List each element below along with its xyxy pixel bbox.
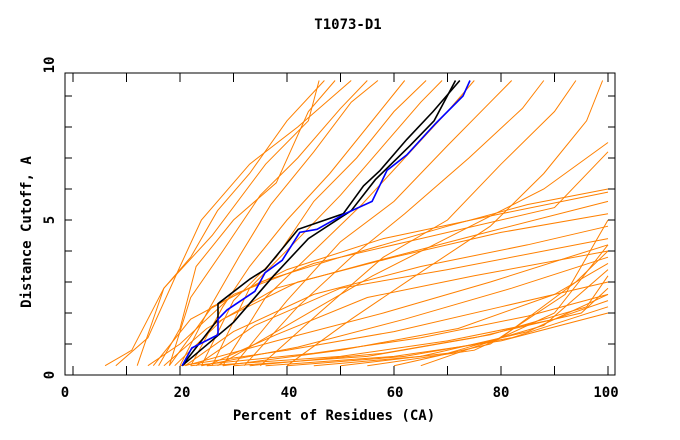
model-line	[201, 256, 609, 367]
x-axis-label: Percent of Residues (CA)	[233, 408, 435, 424]
highlight-black-line	[181, 79, 461, 367]
model-line	[168, 191, 609, 366]
model-line	[190, 80, 406, 366]
model-line	[174, 213, 609, 367]
model-line	[115, 80, 352, 367]
model-line	[286, 80, 604, 367]
model-line	[179, 80, 379, 366]
axis-ticks	[65, 73, 615, 376]
model-line	[104, 80, 320, 367]
model-line	[147, 151, 609, 367]
model-line	[249, 275, 609, 367]
y-tick-label: 5	[42, 216, 58, 224]
model-line	[420, 250, 609, 367]
model-line	[340, 269, 609, 367]
y-tick-label: 10	[42, 57, 58, 74]
y-tick-label: 0	[42, 371, 58, 379]
model-line	[259, 80, 577, 367]
model-line	[200, 80, 427, 366]
y-axis-label: Distance Cutoff, A	[19, 156, 35, 308]
model-line	[367, 244, 609, 367]
model-line	[217, 142, 609, 367]
model-line	[206, 300, 609, 367]
model-line	[179, 281, 609, 367]
model-line	[185, 244, 609, 367]
x-tick-label: 100	[593, 385, 618, 401]
x-tick-label: 0	[61, 385, 69, 401]
highlight-blue-line	[181, 80, 471, 367]
plot-lines	[104, 79, 609, 367]
model-line	[163, 200, 609, 367]
model-line	[313, 293, 609, 367]
model-line	[190, 293, 609, 367]
x-tick-label: 60	[387, 385, 404, 401]
model-line	[243, 80, 545, 367]
x-tick-label: 80	[493, 385, 510, 401]
model-line	[168, 80, 368, 366]
model-line	[393, 219, 609, 367]
x-tick-label: 20	[174, 385, 191, 401]
chart-title: T1073-D1	[314, 17, 381, 33]
model-line	[233, 80, 513, 367]
model-line	[286, 306, 609, 367]
highlight-black-line	[181, 80, 457, 367]
model-line	[185, 225, 609, 367]
model-line	[195, 238, 609, 367]
model-line	[158, 80, 336, 366]
x-tick-label: 40	[281, 385, 298, 401]
